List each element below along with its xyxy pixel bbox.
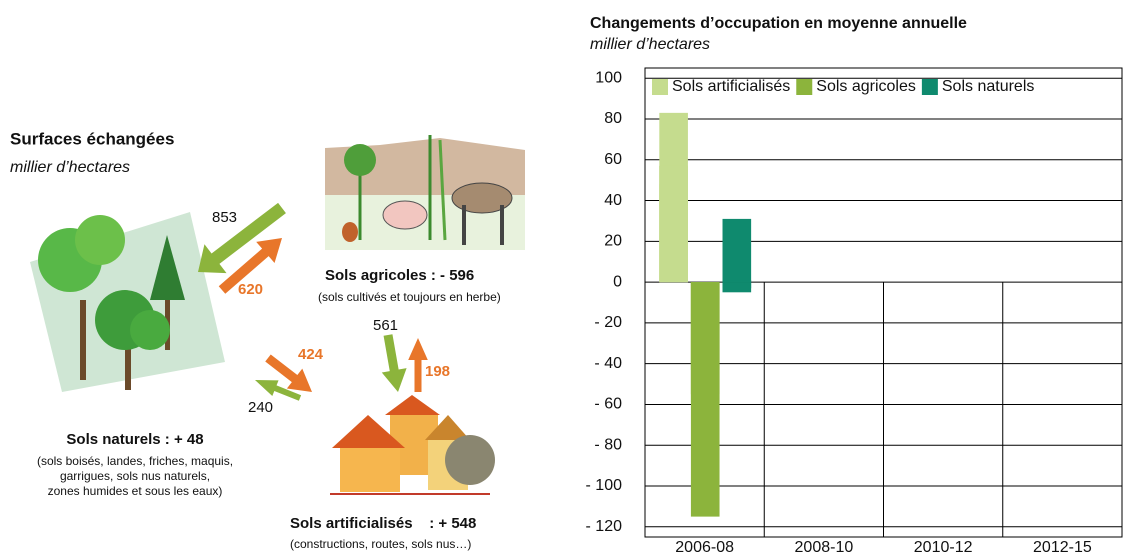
bar xyxy=(722,280,752,283)
flow-label: 853 xyxy=(212,209,237,226)
node-note: zones humides et sous les eaux) xyxy=(48,484,223,498)
chart-subtitle: millier d’hectares xyxy=(590,36,710,53)
node-note: (constructions, routes, sols nus…) xyxy=(290,537,471,551)
arrow xyxy=(265,354,312,392)
y-tick-label: - 60 xyxy=(594,396,622,413)
arrow xyxy=(381,334,407,392)
node-note: (sols boisés, landes, friches, maquis, xyxy=(37,454,233,468)
y-tick-label: - 20 xyxy=(594,314,622,331)
chart-title: Changements d’occupation en moyenne annu… xyxy=(590,15,967,32)
bar xyxy=(722,218,752,283)
diagram-title: Surfaces échangées xyxy=(10,129,174,148)
x-tick-label: 2006-08 xyxy=(675,539,734,554)
chart: 100 80 60 40 20 0 - 20 - 40 - 60 - 80 - 100 - 120 20… xyxy=(586,67,1123,554)
arrow xyxy=(255,380,302,401)
y-tick-label: - 120 xyxy=(586,518,623,535)
y-tick-label: 0 xyxy=(613,273,622,290)
legend-swatch xyxy=(921,79,938,95)
legend-label: Sols artificialisés xyxy=(672,78,790,95)
node-label: Sols agricoles : - 596 xyxy=(325,267,474,284)
diagram-subtitle: millier d’hectares xyxy=(10,159,130,176)
node-note: (sols cultivés et toujours en herbe) xyxy=(318,290,501,304)
flow-label: 620 xyxy=(238,281,263,298)
node-note: garrigues, sols nus naturels, xyxy=(60,469,210,483)
x-tick-label: 2008-10 xyxy=(795,539,854,554)
flow-label: 561 xyxy=(373,317,398,334)
y-tick-label: 80 xyxy=(604,110,622,127)
y-tick-label: 40 xyxy=(604,192,622,209)
legend-label: Sols naturels xyxy=(942,78,1035,95)
y-tick-label: 100 xyxy=(595,69,622,86)
houses-illustration xyxy=(330,395,495,495)
legend-label: Sols agricoles xyxy=(816,78,916,95)
bar xyxy=(659,165,688,283)
y-tick-label: - 100 xyxy=(586,477,623,494)
y-tick-label: 60 xyxy=(604,151,622,168)
flow-arrows xyxy=(198,202,428,401)
bar xyxy=(722,282,752,293)
arrow xyxy=(408,338,428,392)
nature-illustration xyxy=(30,212,225,392)
node-label: Sols naturels : + 48 xyxy=(66,431,203,448)
x-tick-label: 2012-15 xyxy=(1033,539,1092,554)
arrow xyxy=(218,238,282,294)
arrow xyxy=(198,202,286,274)
node-label: Sols artificialisés : + 548 xyxy=(290,515,476,532)
y-tick-label: 20 xyxy=(604,233,622,250)
x-tick-label: 2010-12 xyxy=(914,539,973,554)
flow-label: 424 xyxy=(298,346,324,363)
y-tick-label: - 80 xyxy=(594,436,622,453)
legend-swatch xyxy=(652,79,668,95)
flow-label: 198 xyxy=(425,363,450,380)
bar xyxy=(690,282,720,403)
flow-label: 240 xyxy=(248,399,273,416)
y-tick-label: - 40 xyxy=(594,355,622,372)
farm-illustration xyxy=(325,135,525,250)
legend-swatch xyxy=(796,79,813,95)
